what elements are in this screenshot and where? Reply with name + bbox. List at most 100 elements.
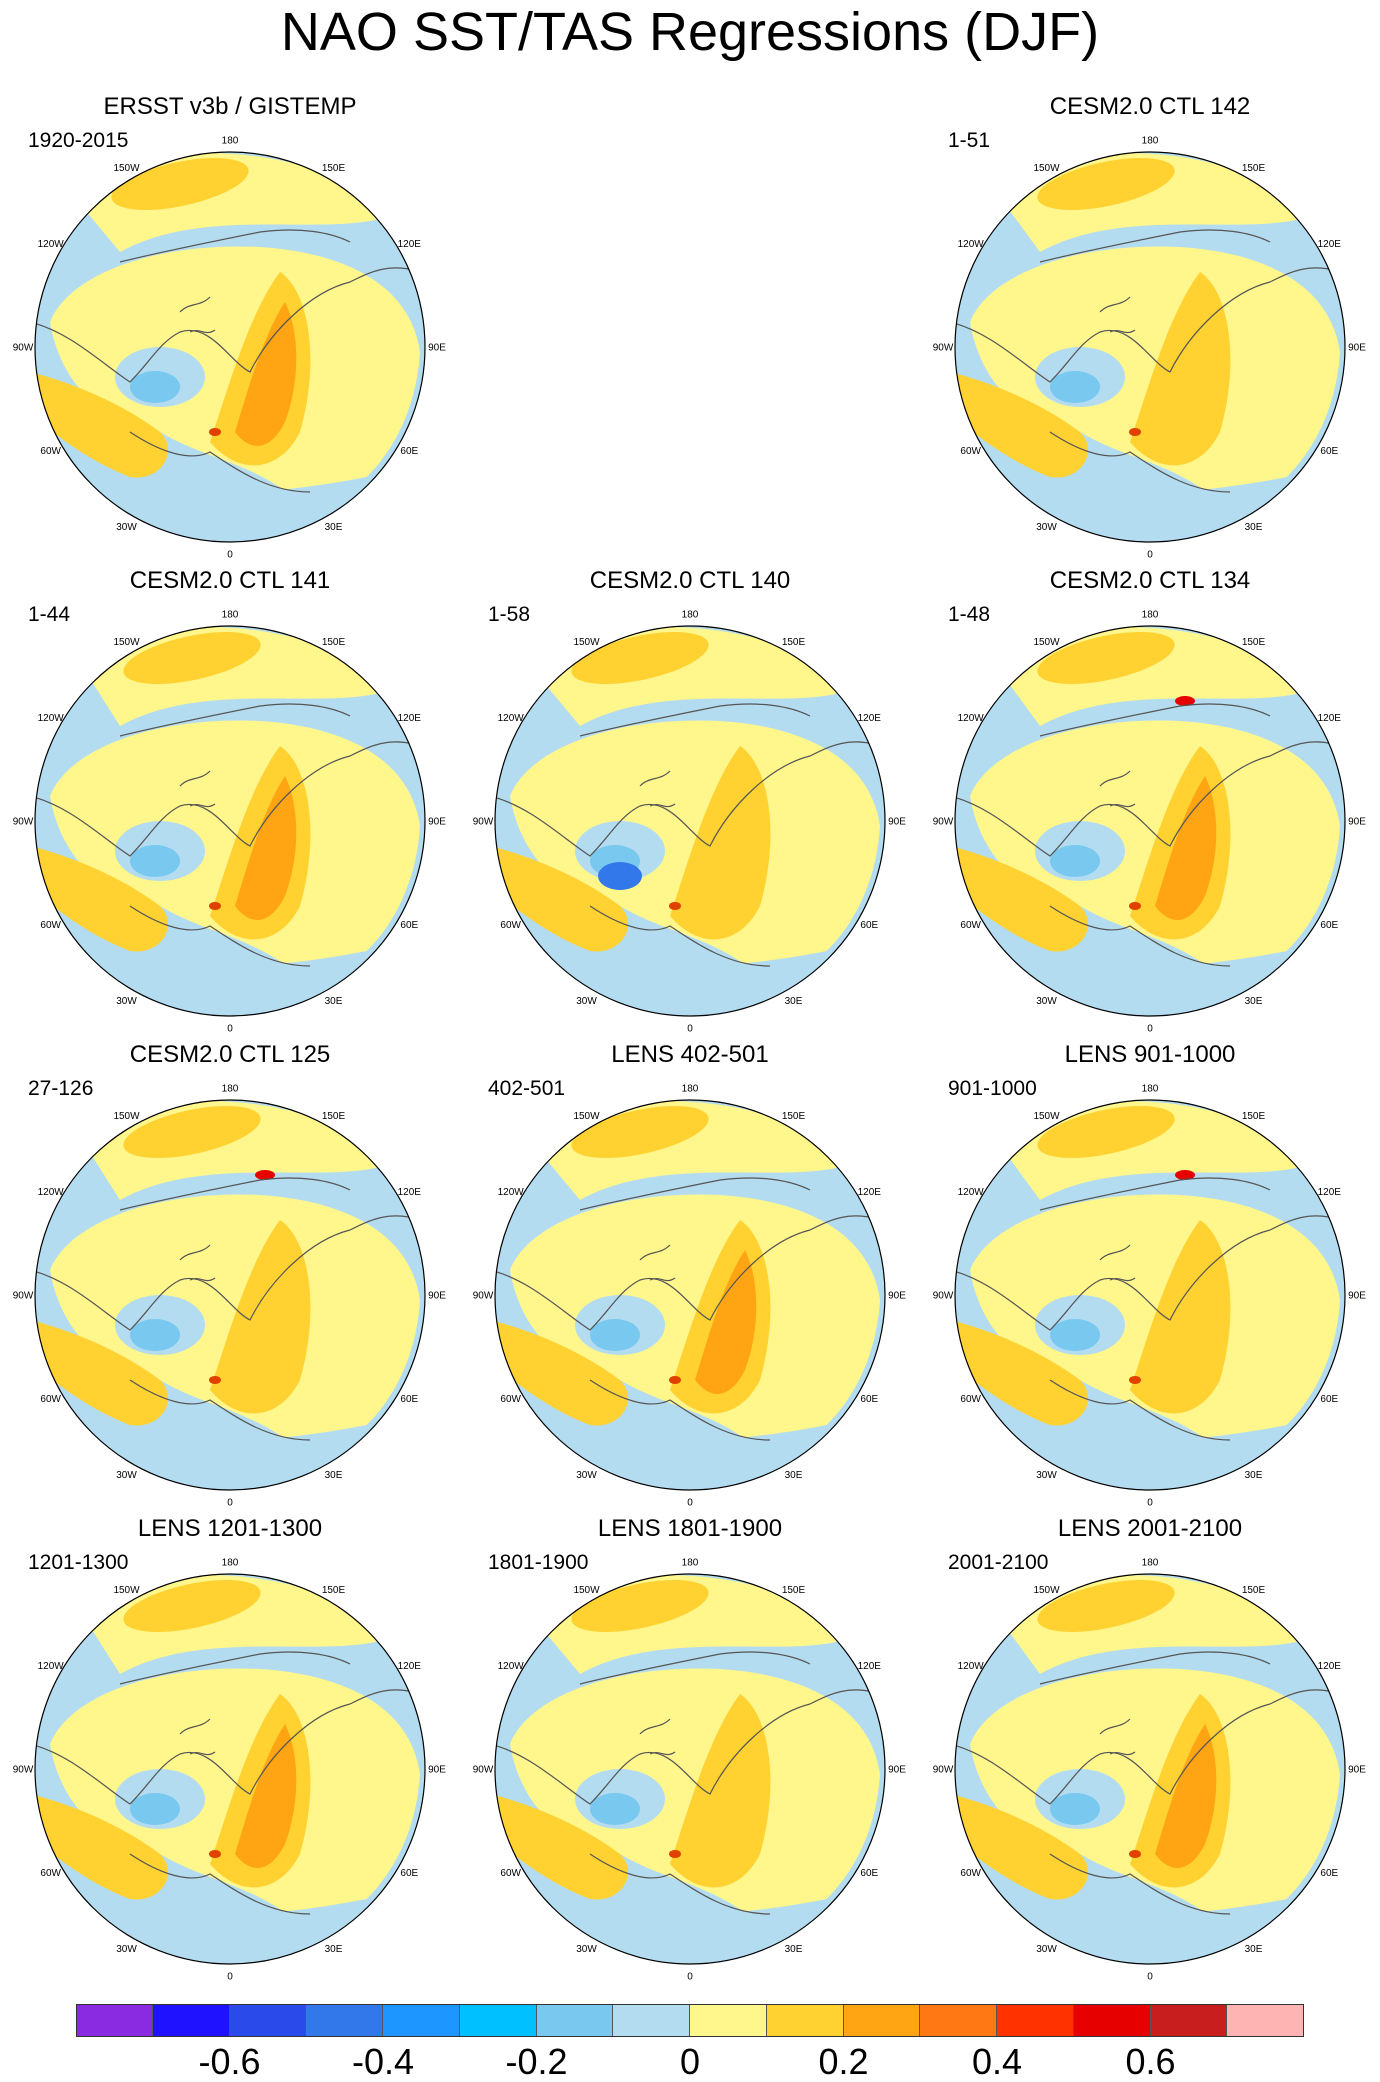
scandinavia-hot-spot	[1129, 428, 1141, 436]
polar-map: 180 150W 150E 120W 120E 90W 90E 60W 60E 30W 30E 0	[473, 610, 907, 1035]
coastline	[955, 1215, 1341, 1331]
lon-label: 120W	[958, 713, 985, 724]
map-field	[955, 626, 1345, 1016]
lon-label: 60W	[960, 1868, 981, 1879]
coastline	[35, 741, 421, 857]
coastlines	[35, 703, 421, 967]
lon-label: 180	[682, 1084, 699, 1095]
lon-label: 60E	[400, 920, 418, 931]
atlantic-warm-band	[35, 1320, 169, 1426]
map-panel: LENS 901-1000 901-1000 180 150W 150E 120W 12…	[930, 1040, 1370, 1510]
atlantic-warm-band	[35, 846, 169, 952]
polar-map: 180 150W 150E 120W 120E 90W 90E 60W 60E 30W 30E 0	[13, 1084, 447, 1509]
lon-label: 150W	[1033, 1585, 1060, 1596]
lon-label: 90W	[933, 1291, 954, 1302]
lon-label: 90E	[428, 1291, 446, 1302]
lon-label: 30W	[576, 1470, 597, 1481]
coastline	[639, 1244, 676, 1282]
coastline	[955, 741, 1341, 857]
map-boundary	[494, 1573, 886, 1965]
lon-label: 180	[222, 136, 239, 147]
map-boundary	[34, 1573, 426, 1965]
lon-label: 60E	[860, 920, 878, 931]
panel-period: 1-58	[488, 603, 531, 626]
coastline	[1039, 229, 1271, 263]
coastline	[1049, 431, 1231, 493]
coastline	[119, 1177, 351, 1211]
coastline	[495, 1215, 881, 1331]
lon-label: 60E	[1320, 1394, 1338, 1405]
lon-label: 120E	[1318, 239, 1342, 250]
map-panel: CESM2.0 CTL 140 1-58 180 150W 150E 120W 120E…	[470, 566, 910, 1036]
lon-label: 30E	[325, 996, 343, 1007]
panel-title: CESM2.0 CTL 134	[1049, 567, 1251, 594]
panel-period: 2001-2100	[948, 1551, 1049, 1574]
pacific-warm-core	[111, 158, 249, 210]
colorbar-label: 0.4	[971, 2041, 1023, 2082]
lon-label: 60E	[860, 1394, 878, 1405]
map-boundary	[34, 1099, 426, 1491]
labrador-cool-core	[1050, 371, 1100, 403]
colorbar-box	[383, 2004, 460, 2037]
map-field	[35, 1574, 425, 1964]
colorbar-box	[997, 2004, 1074, 2037]
lon-label: 30W	[1036, 1944, 1057, 1955]
polar-map: 180 150W 150E 120W 120E 90W 90E 60W 60E 30W 30E 0	[933, 136, 1367, 561]
panel-title: CESM2.0 CTL 141	[129, 567, 331, 594]
labrador-cool-core	[590, 1793, 640, 1825]
eurasia-warm-peak	[1155, 302, 1217, 446]
eurasia-warm-peak	[695, 1250, 757, 1394]
subtropical-cool-band	[35, 472, 425, 542]
pacific-warm-core	[1037, 1580, 1175, 1632]
lon-label: 90W	[473, 1765, 494, 1776]
lon-label: 0	[227, 550, 233, 561]
coastline	[1099, 296, 1136, 334]
panel-period: 402-501	[488, 1077, 566, 1100]
lon-label: 60W	[40, 446, 61, 457]
subtropical-cool-band	[955, 472, 1345, 542]
coastline	[129, 431, 311, 493]
colorbar-box	[613, 2004, 690, 2037]
polar-map: 180 150W 150E 120W 120E 90W 90E 60W 60E 30W 30E 0	[13, 136, 447, 561]
lon-label: 150E	[1242, 637, 1266, 648]
panel-period: 1201-1300	[28, 1551, 129, 1574]
coastline	[579, 703, 811, 737]
colorbar-label: 0	[679, 2041, 701, 2082]
coastline	[955, 267, 1341, 383]
subtropical-cool-band	[955, 1420, 1345, 1490]
lon-label: 150E	[322, 637, 346, 648]
labrador-cool-core	[1050, 845, 1100, 877]
lon-label: 180	[222, 1084, 239, 1095]
pacific-warm-core	[123, 1106, 261, 1158]
panel-period: 1801-1900	[488, 1551, 589, 1574]
atlantic-warm-band	[35, 372, 169, 478]
colorbar-box	[459, 2004, 537, 2037]
lon-label: 0	[227, 1972, 233, 1983]
map-field	[955, 1574, 1345, 1964]
lon-label: 120W	[958, 1661, 985, 1672]
map-panel: ERSST v3b / GISTEMP 1920-2015 180 150W 150…	[10, 92, 450, 562]
lon-label: 150E	[1242, 1111, 1266, 1122]
lon-label: 60E	[860, 1868, 878, 1879]
map-boundary	[954, 625, 1346, 1017]
lon-label: 90W	[13, 1765, 34, 1776]
coastline	[579, 1651, 811, 1685]
subtropical-cool-band	[35, 1894, 425, 1964]
atlantic-warm-band	[35, 1794, 169, 1900]
map-field	[955, 1100, 1345, 1490]
lon-label: 0	[687, 1024, 693, 1035]
coastline	[579, 1177, 811, 1211]
eurasia-warm-peak	[235, 1724, 297, 1868]
coastline	[129, 905, 311, 967]
coastline	[1099, 770, 1136, 808]
lon-label: 120E	[858, 713, 882, 724]
panel-title: LENS 2001-2100	[1057, 1515, 1243, 1542]
map-boundary	[34, 625, 426, 1017]
map-field	[495, 1100, 885, 1490]
map-boundary	[34, 151, 426, 543]
coastline	[1049, 1853, 1231, 1915]
coastlines	[495, 703, 881, 967]
lon-label: 60E	[1320, 1868, 1338, 1879]
atlantic-warm-band	[955, 1794, 1089, 1900]
lon-label: 60W	[500, 920, 521, 931]
